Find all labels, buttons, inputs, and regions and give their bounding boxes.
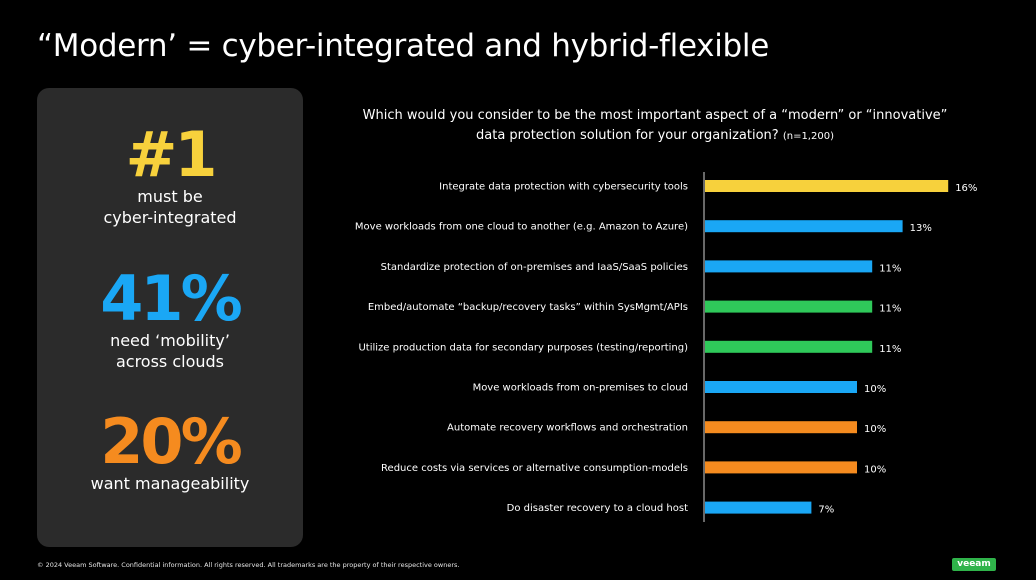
value-label: 10% [864,384,886,395]
bar [705,340,873,353]
stats-panel: #1 must be cyber-integrated 41% need ‘mo… [37,88,303,547]
category-label: Integrate data protection with cybersecu… [439,182,688,193]
value-label: 7% [818,505,834,516]
slide-title: “Modern’ = cyber-integrated and hybrid-f… [37,28,770,64]
stat-number-one: #1 must be cyber-integrated [37,124,303,228]
bar [705,381,857,393]
stat-value: #1 [125,118,217,191]
stat-label-line: cyber-integrated [103,208,237,227]
stat-label-line: across clouds [115,352,225,371]
copyright-footer: © 2024 Veeam Software. Confidential info… [37,561,460,569]
bar [705,421,857,434]
value-label: 10% [864,464,886,475]
category-label: Embed/automate “backup/recovery tasks” w… [368,302,688,313]
category-label: Reduce costs via services or alternative… [381,463,688,474]
veeam-logo: veeam [952,558,996,571]
stat-label-line: must be [137,187,203,206]
bar [705,461,857,474]
category-label: Utilize production data for secondary pu… [358,342,688,353]
value-label: 13% [910,223,932,234]
value-label: 11% [879,263,901,274]
category-label: Do disaster recovery to a cloud host [507,503,688,514]
bar [705,220,903,233]
value-label: 16% [955,183,977,194]
category-label: Move workloads from on-premises to cloud [473,383,688,394]
stat-value: 41% [100,262,242,335]
value-label: 11% [879,304,901,315]
bar [705,501,812,514]
category-label: Standardize protection of on-premises an… [381,262,688,273]
question-line-2: data protection solution for your organi… [355,126,955,147]
value-label: 11% [879,344,901,355]
stat-mobility: 41% need ‘mobility’ across clouds [37,268,303,372]
stat-value: 20% [100,405,242,478]
stat-label-line: want manageability [90,474,250,493]
question-line: data protection solution for your organi… [476,128,779,143]
category-label: Automate recovery workflows and orchestr… [447,423,688,434]
bar [705,180,949,192]
stat-manageability: 20% want manageability [37,411,303,494]
bar [705,260,873,273]
value-label: 10% [864,424,886,435]
category-label: Move workloads from one cloud to another… [355,222,688,233]
sample-size: (n=1,200) [782,131,834,142]
stat-label-line: need ‘mobility’ [110,331,230,350]
chart-question: Which would you consider to be the most … [355,106,955,147]
bar [705,300,873,313]
question-line: Which would you consider to be the most … [362,108,948,123]
